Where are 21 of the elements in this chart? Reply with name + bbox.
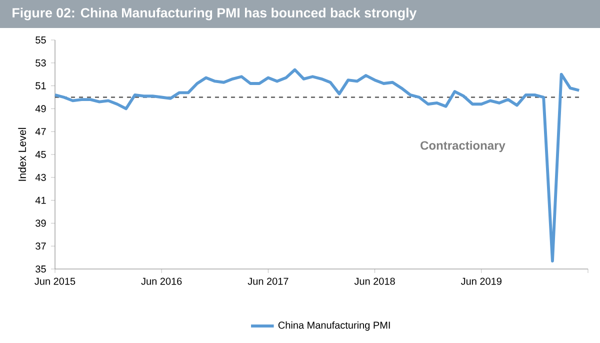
y-axis-title: Index Level: [18, 128, 26, 181]
annotation: Contractionary: [420, 140, 506, 152]
x-tick-label: Jun 2017: [248, 278, 288, 285]
x-tick-label: Jun 2018: [354, 278, 395, 285]
y-tick-label: 43: [35, 174, 46, 181]
y-tick-label: 51: [36, 82, 46, 90]
x-tick-label: Jun 2019: [460, 278, 502, 285]
y-tick-label: 41: [35, 196, 46, 204]
chart-title: Figure 02: China Manufacturing PMI has bounced back strongly: [12, 8, 417, 20]
x-tick-label: Jun 2015: [34, 278, 76, 285]
y-tick-label: 37: [36, 242, 46, 250]
y-tick-label: 45: [35, 151, 46, 158]
y-tick-label: 53: [36, 59, 46, 66]
line-series: [54, 68, 581, 262]
legend-label: China Manufacturing PMI: [278, 321, 390, 331]
y-tick-label: 39: [36, 220, 46, 227]
y-tick-label: 47: [35, 128, 46, 136]
y-tick-label: 49: [35, 105, 46, 112]
x-tick-label: Jun 2016: [141, 278, 182, 285]
y-tick-label: 55: [36, 36, 46, 44]
y-tick-label: 35: [36, 265, 46, 273]
